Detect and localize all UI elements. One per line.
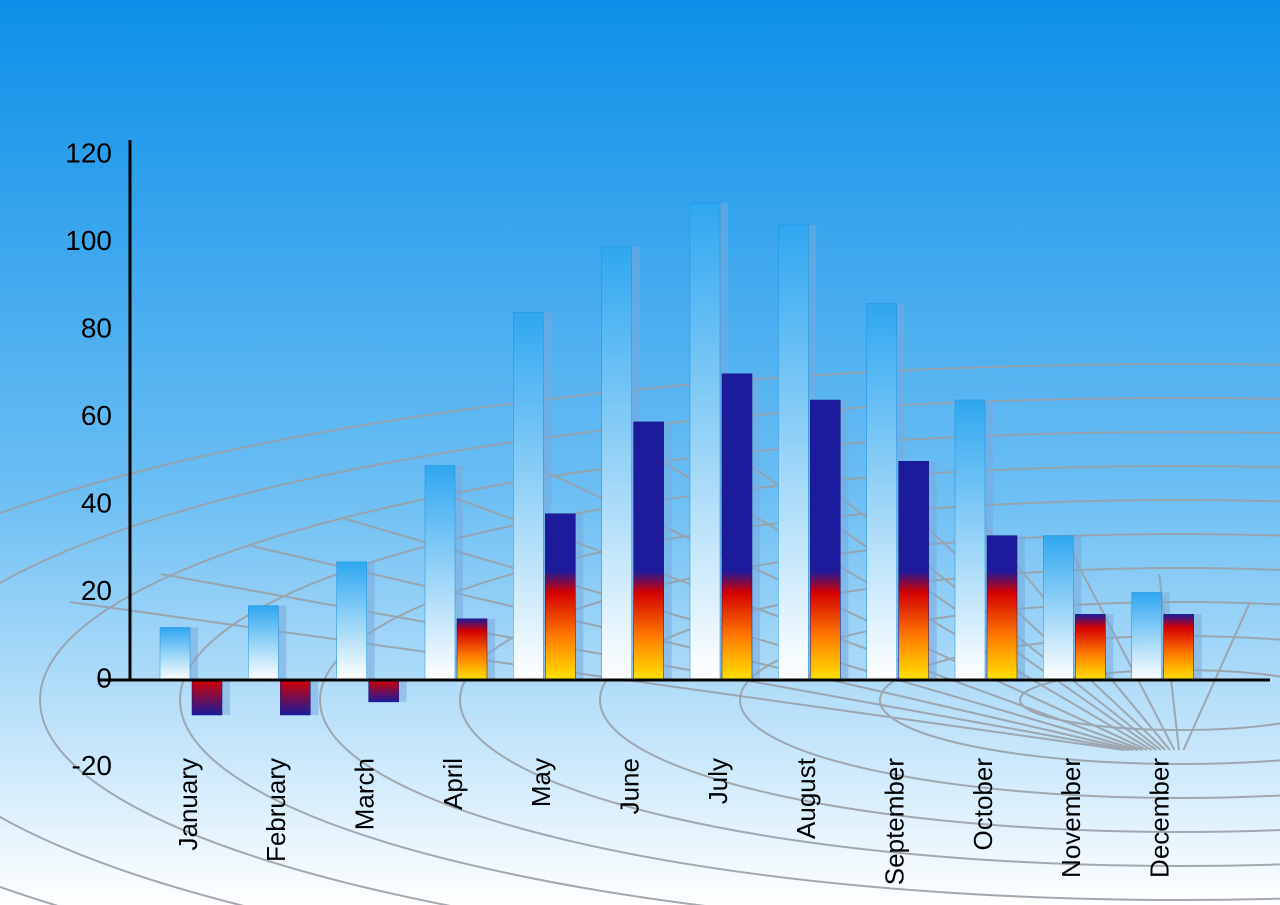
x-category-label: January <box>173 758 203 851</box>
series-b-bar <box>1164 614 1194 680</box>
y-tick-label: 120 <box>65 137 112 168</box>
y-tick-label: 20 <box>81 575 112 606</box>
series-a-bar <box>337 562 367 680</box>
y-tick-label: 80 <box>81 312 112 343</box>
y-tick-label: -20 <box>72 750 112 781</box>
series-a-bar <box>513 313 543 681</box>
series-b-bar <box>1075 614 1105 680</box>
y-tick-label: 100 <box>65 225 112 256</box>
series-b-bar <box>810 400 840 680</box>
series-a-bar <box>1132 593 1162 681</box>
series-a-bar <box>425 466 455 680</box>
x-category-label: February <box>261 758 291 862</box>
series-b-bar <box>457 619 487 680</box>
y-tick-label: 40 <box>81 487 112 518</box>
series-a-bar <box>248 606 278 680</box>
x-category-label: November <box>1056 758 1086 878</box>
series-b-bar <box>899 461 929 680</box>
x-category-label: October <box>968 758 998 851</box>
x-category-label: December <box>1145 758 1175 878</box>
series-a-bar <box>778 225 808 680</box>
y-tick-label: 0 <box>96 662 112 693</box>
x-category-label: July <box>703 758 733 804</box>
series-b-bar <box>280 680 310 715</box>
x-category-label: September <box>880 758 910 886</box>
series-a-bar <box>867 304 897 680</box>
x-category-label: August <box>791 757 821 839</box>
chart-svg: -20 0 20 40 60 80 100 120 January February March Ap… <box>0 0 1280 905</box>
series-b-bar <box>987 536 1017 680</box>
y-tick-label: 60 <box>81 400 112 431</box>
x-category-label: May <box>526 758 556 807</box>
series-a-bar <box>1043 536 1073 680</box>
x-category-label: March <box>350 758 380 830</box>
chart-stage: -20 0 20 40 60 80 100 120 January February March Ap… <box>0 0 1280 905</box>
x-category-label: June <box>615 758 645 814</box>
x-category-label: April <box>438 758 468 810</box>
series-a-bar <box>160 628 190 681</box>
series-b-bar <box>634 422 664 680</box>
series-b-bar <box>369 680 399 702</box>
series-b-bar <box>545 514 575 680</box>
series-b-bar <box>722 374 752 680</box>
series-a-bar <box>690 203 720 680</box>
series-a-bar <box>955 400 985 680</box>
series-a-bar <box>602 247 632 680</box>
series-b-bar <box>192 680 222 715</box>
